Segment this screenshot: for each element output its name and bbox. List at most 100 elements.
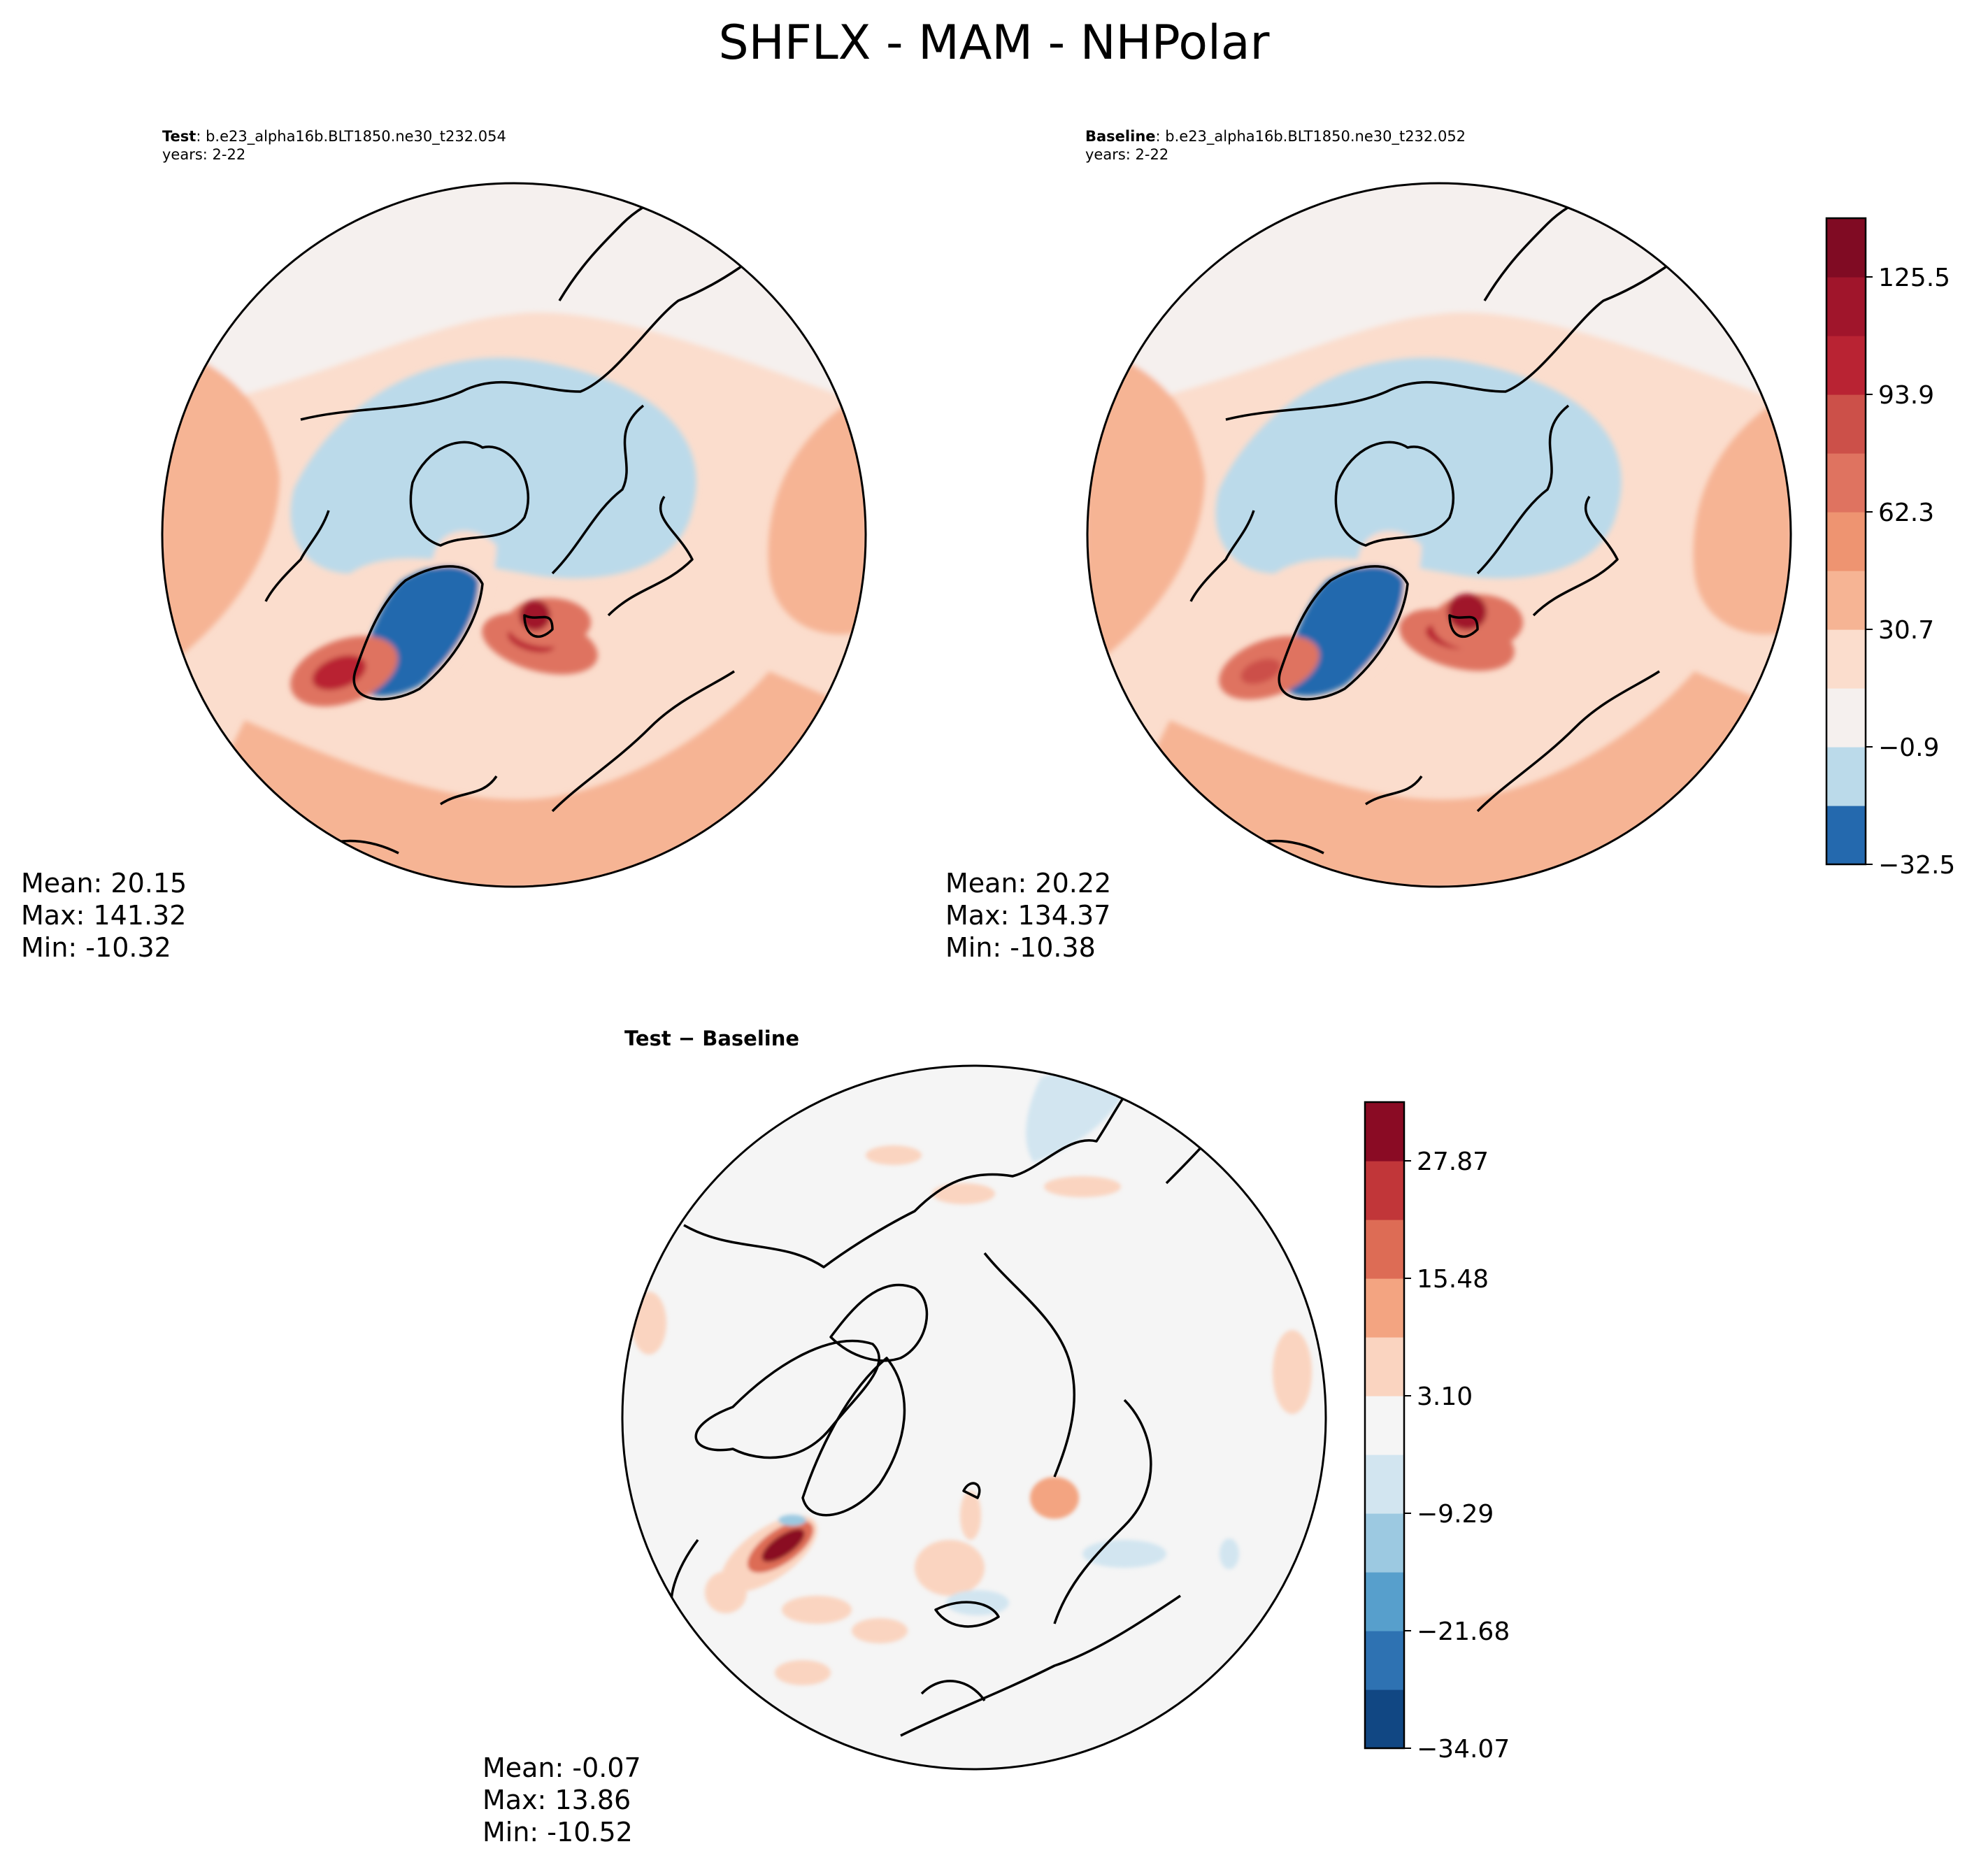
colorbar-top-frame	[1825, 217, 1867, 866]
diff-field-warm-i	[782, 1596, 852, 1624]
colorbar-diff-tick-label: 3.10	[1417, 1382, 1473, 1411]
test-field-neutral-north	[162, 183, 866, 413]
test-stat-min: Min: -10.32	[21, 932, 171, 963]
diff-field-warm-h	[705, 1571, 747, 1613]
figure-title: SHFLX - MAM - NHPolar	[718, 15, 1270, 71]
colorbar-diff-tick-label: 15.48	[1417, 1265, 1489, 1294]
baseline-field-warm-barents-core	[1447, 594, 1487, 630]
colorbar-diff: 27.87 15.48 3.10 −9.29 −21.68 −34.07	[1364, 1101, 1510, 1764]
colorbar-diff-swatch	[1365, 1278, 1404, 1338]
diff-field-warm-c	[1044, 1176, 1121, 1197]
baseline-stat-min: Min: -10.38	[945, 932, 1096, 963]
test-title-case: : b.e23_alpha16b.BLT1850.ne30_t232.054	[196, 128, 506, 145]
colorbar-top-swatch	[1826, 512, 1866, 571]
test-stat-mean: Mean: 20.15	[21, 868, 187, 899]
diff-stats: Mean: -0.07 Max: 13.86 Min: -10.52	[482, 1752, 641, 1848]
test-field-warm-barents	[507, 598, 591, 647]
colorbar-top-swatch	[1826, 571, 1866, 630]
test-panel-title: Test: b.e23_alpha16b.BLT1850.ne30_t232.0…	[162, 127, 506, 146]
test-map	[161, 182, 867, 888]
test-field-warm-west	[162, 343, 280, 671]
diff-field-warm-e	[1273, 1330, 1312, 1414]
baseline-title-bold: Baseline	[1085, 128, 1156, 145]
colorbar-top-ticks: 125.5 93.9 62.3 30.7 −0.9 −32.5	[1866, 264, 1955, 880]
colorbar-diff-swatch	[1365, 1513, 1404, 1573]
colorbar-diff-swatch	[1365, 1572, 1404, 1631]
diff-stat-mean: Mean: -0.07	[482, 1752, 641, 1783]
baseline-field-neutral-north	[1087, 183, 1791, 413]
colorbar-diff-swatch	[1365, 1455, 1404, 1514]
colorbar-top-swatch	[1826, 453, 1866, 513]
colorbar-diff-swatch	[1365, 1337, 1404, 1396]
colorbar-diff-swatch	[1365, 1161, 1404, 1220]
baseline-panel-years: years: 2-22	[1085, 146, 1169, 163]
colorbar-top-tick-label: 62.3	[1878, 499, 1934, 527]
diff-field-warm-g	[915, 1540, 985, 1596]
diff-field-warm-k	[775, 1660, 831, 1685]
test-title-bold: Test	[162, 128, 196, 145]
baseline-title-case: : b.e23_alpha16b.BLT1850.ne30_t232.052	[1155, 128, 1466, 145]
colorbar-diff-swatch	[1365, 1689, 1404, 1749]
baseline-coastlines	[1189, 194, 1731, 869]
colorbar-diff-tick-label: −21.68	[1417, 1617, 1510, 1646]
colorbar-diff-tick-label: −34.07	[1417, 1735, 1510, 1764]
diff-field-warm-barents	[1030, 1477, 1079, 1519]
colorbar-diff-swatch	[1365, 1102, 1404, 1162]
baseline-field-warm-west	[1087, 343, 1205, 671]
colorbar-top: 125.5 93.9 62.3 30.7 −0.9 −32.5	[1825, 217, 1955, 880]
colorbar-diff-swatch	[1365, 1631, 1404, 1690]
diff-coastlines	[670, 1070, 1279, 1737]
colorbar-diff-swatch	[1365, 1396, 1404, 1455]
colorbar-top-tick-label: −0.9	[1878, 734, 1939, 762]
diff-field-warm-f	[960, 1491, 981, 1540]
test-stat-max: Max: 141.32	[21, 900, 187, 931]
baseline-field-cold-arctic	[1215, 357, 1622, 579]
colorbar-diff-tick-label: 27.87	[1417, 1148, 1489, 1176]
colorbar-diff-swatches	[1365, 1102, 1404, 1749]
test-field-cold-arctic	[290, 357, 696, 579]
colorbar-diff-ticks: 27.87 15.48 3.10 −9.29 −21.68 −34.07	[1404, 1148, 1510, 1764]
colorbar-top-swatch	[1826, 336, 1866, 395]
baseline-stat-mean: Mean: 20.22	[945, 868, 1112, 899]
diff-map-boundary	[621, 1064, 1327, 1771]
baseline-field-warm-east	[1693, 392, 1791, 635]
colorbar-top-tick-label: −32.5	[1878, 851, 1955, 880]
colorbar-top-tick-label: 30.7	[1878, 616, 1934, 645]
diff-field-labrador-core	[761, 1529, 805, 1562]
diff-field-cool-siberia	[1082, 1540, 1166, 1568]
colorbar-top-swatches	[1826, 218, 1866, 865]
colorbar-top-tick-label: 125.5	[1878, 264, 1950, 292]
test-map-boundary	[161, 182, 867, 888]
colorbar-top-tick-label: 93.9	[1878, 381, 1934, 410]
colorbar-diff-tick-label: −9.29	[1417, 1500, 1494, 1529]
baseline-map	[1086, 182, 1792, 888]
test-field-warm-south	[162, 671, 866, 887]
baseline-panel-title: Baseline: b.e23_alpha16b.BLT1850.ne30_t2…	[1085, 127, 1466, 146]
diff-field-base	[622, 1066, 1326, 1769]
diff-panel-title: Test − Baseline	[624, 1027, 800, 1050]
colorbar-top-swatch	[1826, 688, 1866, 748]
colorbar-diff-frame	[1364, 1101, 1406, 1750]
baseline-map-boundary	[1086, 182, 1792, 888]
diff-field-warm-a	[866, 1145, 922, 1165]
test-field-warm-labrador-core	[312, 655, 366, 690]
colorbar-top-swatch	[1826, 747, 1866, 806]
baseline-stat-max: Max: 134.37	[945, 900, 1111, 931]
diff-map	[621, 1064, 1327, 1771]
colorbar-top-swatch	[1826, 218, 1866, 278]
baseline-field-warm-labrador-core	[1240, 658, 1281, 685]
baseline-stats: Mean: 20.22 Max: 134.37 Min: -10.38	[945, 867, 1111, 964]
diff-field-cool-labrador	[778, 1515, 806, 1526]
diff-field-warm-j	[852, 1618, 908, 1643]
colorbar-diff-swatch	[1365, 1220, 1404, 1279]
test-field-warm-barents-core	[520, 600, 550, 631]
test-panel-years: years: 2-22	[162, 146, 246, 163]
baseline-field-warm-south	[1087, 671, 1791, 887]
diff-stat-max: Max: 13.86	[482, 1785, 631, 1815]
test-stats: Mean: 20.15 Max: 141.32 Min: -10.32	[21, 867, 187, 964]
diff-stat-min: Min: -10.52	[482, 1817, 633, 1848]
colorbar-top-swatch	[1826, 629, 1866, 689]
diff-field-warm-d	[631, 1292, 666, 1355]
diff-field-cool-far-east	[1220, 1538, 1239, 1569]
colorbar-top-swatch	[1826, 277, 1866, 336]
